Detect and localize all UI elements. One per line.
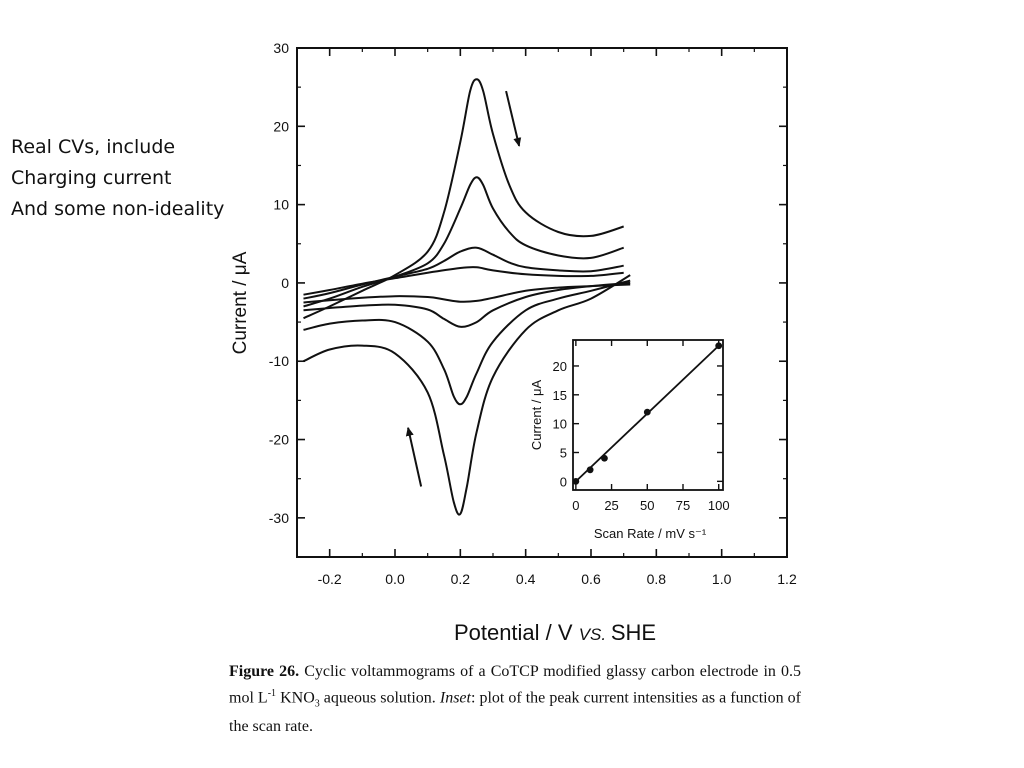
inset-y-tick-label: 5 (560, 446, 567, 461)
inset-y-axis-title: Current / μA (529, 380, 544, 451)
inset-x-tick-label: 75 (676, 498, 690, 513)
inset-data-point (572, 477, 580, 485)
cv-curve-forward (303, 266, 624, 296)
caption-text: KNO (276, 689, 315, 707)
inset-data-point (586, 466, 594, 474)
inset-x-tick-label: 100 (708, 498, 730, 513)
inset-plot: 0 25 50 75 100 0 5 10 15 20 Scan Rate / mV s⁻¹ Curr… (529, 336, 730, 542)
cv-figure: -0.2 0.0 0.2 0.4 0.6 0.8 1.0 1.23020100-10-20-3… (230, 40, 797, 645)
x-axis-title-ref: SHE (611, 620, 656, 645)
x-tick-label: 1.0 (712, 571, 732, 587)
x-tick-label: 0.8 (647, 571, 667, 587)
x-axis-title: Potential / V VS. SHE (454, 620, 656, 645)
inset-data-point (715, 342, 723, 350)
inset-x-tick-label: 0 (572, 498, 579, 513)
x-tick-label: 0.2 (451, 571, 471, 587)
y-tick-label: 30 (273, 40, 289, 56)
cv-curve-reverse (303, 283, 631, 304)
inset-x-tick-label: 50 (640, 498, 654, 513)
x-axis-title-main: Potential / V (454, 620, 579, 645)
caption-superscript: -1 (267, 688, 277, 699)
caption-text: : plot of the peak current intensities a… (229, 689, 801, 735)
side-note-line: And some non-ideality (11, 198, 225, 220)
caption-text: aqueous solution. (319, 689, 440, 707)
y-tick-label: -10 (269, 353, 289, 369)
inset-y-tick-label: 15 (553, 388, 567, 403)
side-note-line: Real CVs, include (11, 136, 176, 158)
x-axis-title-vs: VS. (579, 625, 611, 644)
inset-y-tick-label: 0 (560, 474, 567, 489)
inset-x-tick-label: 25 (604, 498, 618, 513)
inset-data-point (601, 454, 608, 462)
y-tick-label: 20 (273, 118, 289, 134)
y-tick-label: 10 (273, 197, 289, 213)
inset-y-tick-label: 10 (553, 417, 567, 432)
x-tick-label: 0.0 (385, 571, 405, 587)
main-plot: -0.2 0.0 0.2 0.4 0.6 0.8 1.0 1.23020100-10-20-3… (230, 40, 797, 645)
cv-curve-reverse (303, 279, 631, 406)
figure-label: Figure 26. (229, 663, 300, 680)
scan-direction-arrow (505, 90, 522, 147)
cv-curve-forward (303, 78, 624, 320)
inset-frame (572, 339, 724, 491)
x-tick-label: 0.6 (581, 571, 601, 587)
inset-data-point (643, 408, 651, 416)
figure-caption: Figure 26. Cyclic voltammograms of a CoT… (229, 661, 801, 738)
caption-text: Cyclic voltammograms of a CoTCP modified… (229, 663, 802, 707)
scan-direction-arrow (405, 426, 423, 487)
y-tick-label: -20 (269, 432, 289, 448)
cv-curve-reverse (303, 274, 631, 516)
y-axis-title: Current / μA (230, 251, 251, 354)
x-tick-label: 1.2 (777, 571, 797, 587)
caption-subscript: 3 (314, 698, 320, 710)
inset-y-tick-label: 20 (553, 359, 567, 374)
y-tick-label: 0 (281, 275, 289, 291)
caption-inset-word: Inset (439, 689, 471, 707)
inset-x-axis-title: Scan Rate / mV s⁻¹ (594, 526, 707, 541)
x-tick-label: -0.2 (318, 571, 342, 587)
side-note-line: Charging current (11, 167, 172, 189)
inset-background (567, 336, 729, 542)
side-note: Real CVs, include Charging current And s… (11, 132, 224, 225)
cv-curve-reverse (303, 281, 631, 328)
plot-frame (296, 47, 788, 558)
y-tick-label: -30 (269, 510, 289, 526)
x-tick-label: 0.4 (516, 571, 536, 587)
